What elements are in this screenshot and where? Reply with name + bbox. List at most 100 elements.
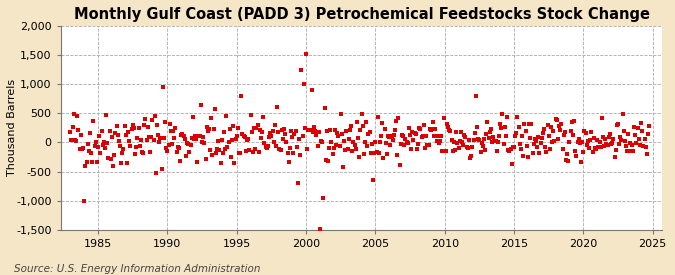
Point <box>204 127 215 131</box>
Point <box>520 128 531 133</box>
Point <box>431 139 442 143</box>
Point <box>191 136 202 141</box>
Point <box>580 131 591 135</box>
Point <box>161 146 171 150</box>
Point <box>521 144 532 148</box>
Point <box>89 144 100 148</box>
Point <box>468 138 479 142</box>
Point <box>500 125 510 130</box>
Point <box>94 134 105 138</box>
Point <box>509 145 520 150</box>
Point <box>384 135 395 139</box>
Point <box>219 129 230 134</box>
Point <box>202 129 213 133</box>
Point <box>138 150 148 155</box>
Point <box>76 147 87 152</box>
Point <box>576 140 587 144</box>
Point <box>319 106 330 111</box>
Point <box>128 123 138 127</box>
Point <box>574 141 585 145</box>
Point <box>628 149 639 153</box>
Point <box>542 123 553 127</box>
Point <box>136 138 146 142</box>
Point <box>344 137 354 141</box>
Point <box>422 143 433 147</box>
Point <box>333 134 344 138</box>
Point <box>461 144 472 149</box>
Point <box>466 154 477 158</box>
Point <box>624 141 635 145</box>
Point <box>441 149 452 153</box>
Point <box>479 137 489 141</box>
Point <box>583 139 593 144</box>
Point <box>360 139 371 144</box>
Point <box>162 148 173 153</box>
Point <box>193 134 204 139</box>
Point <box>620 138 630 143</box>
Point <box>275 148 286 152</box>
Title: Monthly Gulf Coast (PADD 3) Petrochemical Feedstocks Stock Change: Monthly Gulf Coast (PADD 3) Petrochemica… <box>74 7 649 22</box>
Point <box>297 134 308 138</box>
Point <box>261 145 272 150</box>
Point <box>317 140 327 145</box>
Point <box>70 138 80 142</box>
Point <box>148 138 159 142</box>
Point <box>313 144 323 148</box>
Point <box>160 120 171 124</box>
Point <box>535 141 546 145</box>
Point <box>402 141 413 145</box>
Point <box>172 145 183 150</box>
Point <box>529 142 539 146</box>
Point <box>253 150 264 154</box>
Point <box>234 150 244 155</box>
Point <box>159 136 169 140</box>
Point <box>294 137 304 141</box>
Point <box>378 156 389 160</box>
Point <box>438 116 449 120</box>
Point <box>608 137 619 141</box>
Point <box>563 159 574 163</box>
Point <box>570 149 580 153</box>
Point <box>73 128 84 132</box>
Point <box>412 142 423 146</box>
Point <box>277 137 288 141</box>
Point <box>354 155 364 160</box>
Point <box>320 158 331 163</box>
Point <box>331 143 342 147</box>
Point <box>119 124 130 128</box>
Point <box>168 128 179 133</box>
Point <box>605 142 616 147</box>
Point <box>79 199 90 203</box>
Point <box>514 141 525 146</box>
Point <box>637 129 648 133</box>
Point <box>274 146 285 151</box>
Point <box>120 133 131 137</box>
Point <box>108 163 119 168</box>
Point <box>242 138 252 142</box>
Point <box>188 137 199 141</box>
Point <box>428 120 439 124</box>
Point <box>342 147 353 151</box>
Point <box>547 140 558 144</box>
Point <box>348 139 359 144</box>
Point <box>597 116 608 120</box>
Point <box>170 126 181 130</box>
Point <box>373 115 383 120</box>
Point <box>107 134 117 139</box>
Point <box>369 151 379 155</box>
Point <box>540 145 551 149</box>
Point <box>629 125 640 130</box>
Point <box>631 140 642 145</box>
Point <box>192 160 203 164</box>
Point <box>76 133 86 137</box>
Point <box>276 128 287 132</box>
Point <box>308 125 319 130</box>
Point <box>516 147 526 151</box>
Point <box>433 141 444 145</box>
Point <box>512 115 523 119</box>
Point <box>165 129 176 134</box>
Point <box>386 133 397 138</box>
Point <box>164 122 175 126</box>
Point <box>508 144 518 149</box>
Point <box>493 140 504 144</box>
